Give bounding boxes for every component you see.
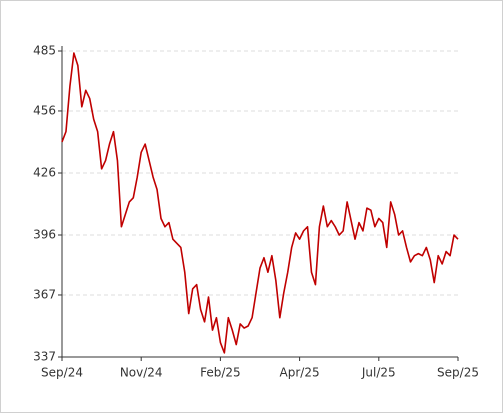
y-tick-label: 396 bbox=[33, 228, 56, 242]
x-tick-label: Sep/24 bbox=[41, 366, 83, 380]
x-tick-label: Nov/24 bbox=[120, 366, 163, 380]
y-tick-label: 485 bbox=[33, 44, 56, 58]
y-tick-label: 426 bbox=[33, 165, 56, 179]
y-tick-label: 367 bbox=[33, 287, 56, 301]
price-line bbox=[61, 52, 459, 354]
x-tick-label: Sep/25 bbox=[437, 366, 479, 380]
y-tick-label: 456 bbox=[33, 103, 56, 117]
x-tick-label: Apr/25 bbox=[280, 366, 320, 380]
x-tick-label: Feb/25 bbox=[200, 366, 241, 380]
y-tick-label: 337 bbox=[33, 350, 56, 364]
x-tick-label: Jul/25 bbox=[361, 366, 396, 380]
